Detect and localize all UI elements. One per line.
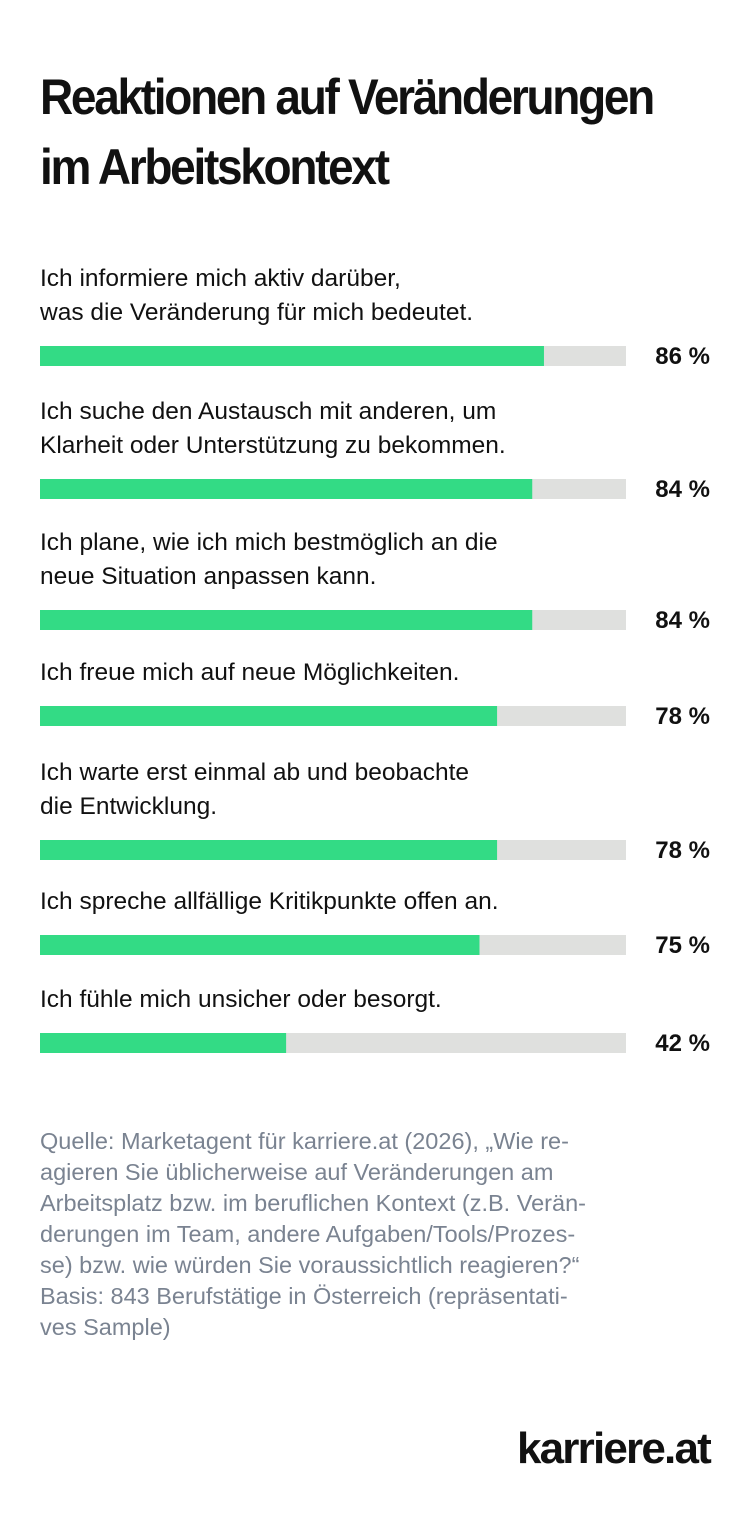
category-label: die Entwicklung. — [40, 793, 217, 820]
value-label: 86 % — [655, 343, 710, 370]
bar-chart: Ich informiere mich aktiv darüber, was di… — [39, 265, 710, 1057]
bar — [40, 1033, 287, 1053]
category-label: Ich suche den Austausch mit anderen, um — [40, 398, 496, 425]
brand-logo: karriere.at — [516, 1424, 712, 1473]
source-line-2: agieren Sie üblicherweise auf Veränderun… — [40, 1159, 554, 1185]
value-label: 78 % — [655, 837, 710, 864]
value-label: 84 % — [655, 607, 710, 634]
category-label: Ich fühle mich unsicher oder besorgt. — [40, 986, 442, 1013]
category-label: neue Situation anpassen kann. — [40, 563, 376, 590]
source-line-3: Arbeitsplatz bzw. im beruflichen Kontext… — [40, 1190, 586, 1216]
category-label: Ich freue mich auf neue Möglichkeiten. — [40, 659, 459, 686]
source-line-6: Basis: 843 Berufstätige in Österreich (r… — [40, 1283, 568, 1309]
chart-title-line-1: Reaktionen auf Veränderungen — [40, 69, 655, 125]
category-label: Klarheit oder Unterstützung zu bekommen. — [40, 432, 506, 459]
bar — [40, 840, 498, 860]
value-label: 78 % — [655, 703, 710, 730]
bar — [40, 935, 480, 955]
category-label: Ich warte erst einmal ab und beobachte — [40, 759, 469, 786]
value-label: 42 % — [655, 1030, 710, 1057]
chart-title: Reaktionen auf Veränderungen im Arbeitsk… — [40, 62, 666, 202]
category-label: was die Veränderung für mich bedeutet. — [39, 299, 473, 326]
bar — [40, 346, 544, 366]
bar — [40, 479, 533, 499]
value-label: 84 % — [655, 476, 710, 503]
source-note: Quelle: Marketagent für karriere.at (202… — [40, 1126, 710, 1343]
category-label: Ich plane, wie ich mich bestmöglich an d… — [40, 529, 498, 556]
bar — [40, 706, 498, 726]
source-line-4: derungen im Team, andere Aufgaben/Tools/… — [40, 1221, 576, 1247]
value-label: 75 % — [655, 932, 710, 959]
bar — [40, 610, 533, 630]
category-label: Ich informiere mich aktiv darüber, — [40, 265, 401, 292]
source-line-1: Quelle: Marketagent für karriere.at (202… — [40, 1128, 569, 1154]
category-label: Ich spreche allfällige Kritikpunkte offe… — [40, 888, 499, 915]
chart-title-line-2: im Arbeitskontext — [40, 139, 390, 195]
source-line-7: ves Sample) — [40, 1314, 171, 1340]
source-line-5: se) bzw. wie würden Sie voraussichtlich … — [40, 1252, 580, 1278]
